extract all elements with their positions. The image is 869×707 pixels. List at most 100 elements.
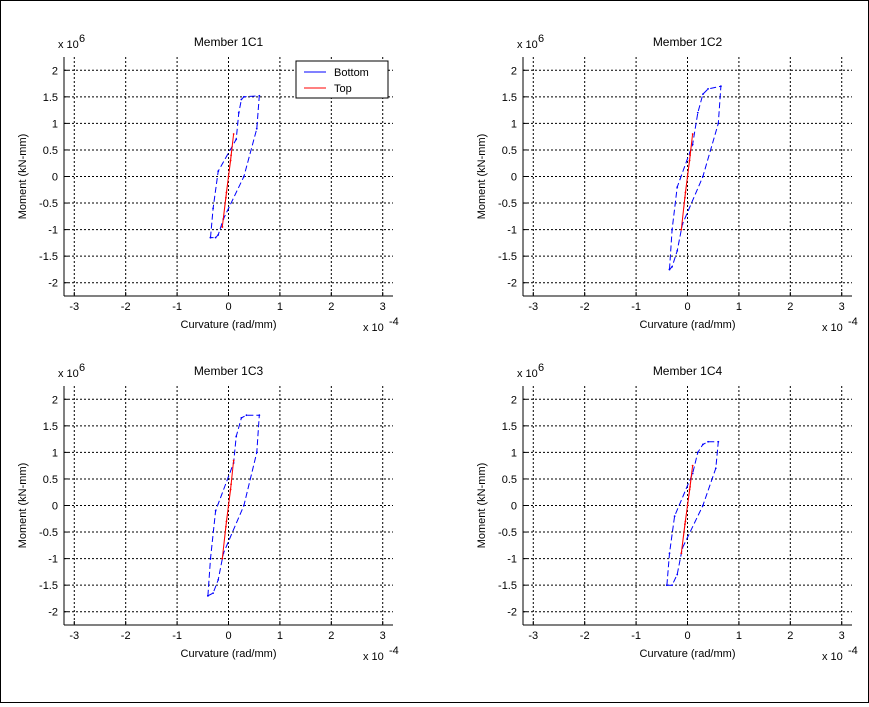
series-bottom-point bbox=[668, 268, 671, 271]
x-tick-label: 0 bbox=[225, 630, 231, 642]
x-tick-label: -2 bbox=[121, 301, 131, 313]
y-tick-label: -0.5 bbox=[498, 198, 517, 210]
series-bottom-line bbox=[669, 85, 722, 270]
panel-1c2: -3 -2 -1 0 1 2 3 -2 -1.5 -1 -0.5 0 0.5 1 1.5 2 Member 1C… bbox=[476, 33, 858, 334]
series-bottom-point bbox=[676, 573, 679, 576]
series-top-point bbox=[232, 133, 235, 135]
x-tick-label: -2 bbox=[121, 630, 131, 642]
series-bottom-point bbox=[217, 578, 220, 581]
chart-title: Member 1C1 bbox=[194, 35, 264, 49]
x-tick-label: -2 bbox=[580, 301, 590, 313]
x-tick-label: 1 bbox=[736, 630, 742, 642]
series-bottom-point bbox=[696, 111, 699, 114]
y-tick-label: -1.5 bbox=[39, 251, 58, 263]
y-tick-label: 0 bbox=[511, 501, 517, 513]
series-bottom-point bbox=[209, 557, 212, 560]
y-tick-label: 1 bbox=[511, 447, 517, 459]
series-top-point bbox=[221, 226, 224, 228]
series-top-point bbox=[680, 228, 683, 231]
x-tick-label: -1 bbox=[631, 630, 641, 642]
series-bottom-point bbox=[240, 416, 243, 419]
y-multiplier: x 10 bbox=[517, 368, 538, 380]
y-tick-label: 0 bbox=[511, 172, 517, 184]
y-tick-label: -2 bbox=[507, 607, 517, 619]
y-tick-label: -1 bbox=[48, 225, 58, 237]
series-top-line bbox=[680, 133, 694, 230]
x-tick-label: 1 bbox=[277, 630, 283, 642]
x-tick-label: 3 bbox=[380, 630, 386, 642]
series-bottom-line bbox=[666, 441, 719, 586]
series-bottom-point bbox=[671, 265, 673, 268]
series-bottom-point bbox=[717, 122, 720, 125]
x-multiplier-exponent: -4 bbox=[848, 316, 858, 328]
series-bottom-point bbox=[235, 435, 238, 438]
y-multiplier: x 10 bbox=[517, 39, 538, 51]
series-top-point bbox=[680, 552, 683, 555]
series-bottom-point bbox=[671, 584, 673, 587]
series-bottom-point bbox=[673, 515, 676, 518]
y-tick-label: 0.5 bbox=[502, 145, 517, 157]
series-top-point bbox=[225, 191, 228, 194]
y-axis-label: Moment (kN-mm) bbox=[17, 463, 29, 549]
series-bottom-point bbox=[691, 143, 694, 146]
series-bottom-point bbox=[237, 111, 240, 114]
x-axis-label: Curvature (rad/mm) bbox=[181, 648, 277, 660]
legend-label-bottom: Bottom bbox=[334, 67, 369, 79]
series-top-line bbox=[221, 460, 235, 559]
y-tick-label: 1.5 bbox=[502, 421, 517, 433]
series-bottom-point bbox=[255, 451, 258, 454]
y-tick-label: -1 bbox=[48, 554, 58, 566]
series-bottom-point bbox=[258, 414, 261, 417]
series-top-point bbox=[689, 154, 691, 157]
y-tick-label: -1 bbox=[507, 225, 517, 237]
series-top-point bbox=[691, 133, 694, 135]
legend-label-top: Top bbox=[334, 83, 352, 95]
y-tick-label: 1.5 bbox=[43, 92, 58, 104]
y-tick-label: -1.5 bbox=[498, 251, 517, 263]
series-bottom-point bbox=[243, 175, 245, 178]
series-top-point bbox=[232, 459, 235, 462]
y-multiplier-exponent: 6 bbox=[79, 362, 85, 374]
series-top-point bbox=[221, 557, 224, 560]
series-bottom-point bbox=[214, 236, 217, 239]
chart-title: Member 1C4 bbox=[653, 364, 723, 378]
y-multiplier-exponent: 6 bbox=[79, 33, 85, 45]
series-bottom-point bbox=[217, 170, 220, 173]
y-tick-label: 0 bbox=[52, 501, 58, 513]
x-tick-label: 1 bbox=[277, 301, 283, 313]
y-multiplier: x 10 bbox=[58, 39, 79, 51]
x-multiplier: x 10 bbox=[822, 322, 843, 334]
x-tick-label: -1 bbox=[172, 630, 182, 642]
y-tick-label: -2 bbox=[48, 607, 58, 619]
series-bottom-point bbox=[702, 175, 704, 178]
x-tick-label: 3 bbox=[839, 630, 845, 642]
series-top-point bbox=[684, 523, 686, 525]
series-bottom-point bbox=[702, 443, 704, 446]
series-bottom-point bbox=[240, 98, 243, 101]
series-bottom-point bbox=[702, 93, 704, 96]
panel-1c1: -3 -2 -1 0 1 2 3 -2 -1.5 -1 -0.5 0 0.5 1 1.5 2 Member 1C… bbox=[17, 33, 399, 334]
x-tick-label: 0 bbox=[225, 301, 231, 313]
series-bottom-point bbox=[696, 451, 699, 454]
y-axis-label: Moment (kN-mm) bbox=[17, 134, 29, 220]
series-bottom-point bbox=[207, 594, 209, 597]
series-bottom-point bbox=[235, 138, 238, 141]
series-bottom-point bbox=[258, 94, 261, 97]
chart-title: Member 1C3 bbox=[194, 364, 264, 378]
series-bottom-point bbox=[720, 85, 722, 88]
series-top-point bbox=[227, 175, 230, 178]
y-multiplier: x 10 bbox=[58, 368, 79, 380]
x-tick-label: 0 bbox=[684, 630, 690, 642]
series-bottom-point bbox=[671, 228, 673, 231]
series-top-point bbox=[684, 520, 687, 523]
y-tick-label: -0.5 bbox=[498, 527, 517, 539]
panel-1c3: -3 -2 -1 0 1 2 3 -2 -1.5 -1 -0.5 0 0.5 1 1.5 2 Member 1C… bbox=[17, 362, 399, 663]
y-tick-label: -1 bbox=[507, 554, 517, 566]
series-top-point bbox=[229, 159, 232, 162]
series-bottom-point bbox=[243, 95, 245, 98]
x-tick-label: 2 bbox=[787, 301, 793, 313]
series-top-point bbox=[691, 464, 694, 467]
y-tick-label: -0.5 bbox=[39, 527, 58, 539]
